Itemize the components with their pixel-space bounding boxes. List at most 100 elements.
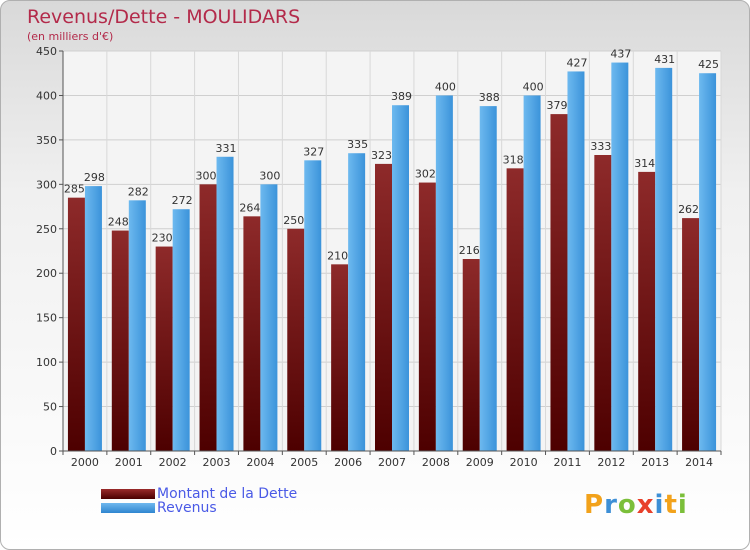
bar-debt — [155, 246, 173, 451]
bar-debt — [594, 155, 612, 451]
bar-debt — [506, 168, 524, 452]
x-tick-label: 2009 — [466, 456, 494, 469]
axis-layer: 0 50 100 150 200 250 300 350 400 450 2000 2001 2002 2… — [36, 45, 722, 469]
bar-revenue — [523, 95, 541, 451]
data-label-debt: 248 — [108, 216, 129, 229]
y-tick-label: 300 — [36, 178, 57, 191]
data-label-debt: 314 — [634, 157, 655, 170]
x-tick-label: 2012 — [597, 456, 625, 469]
data-label-revenue: 282 — [128, 185, 149, 198]
logo-letter: x — [636, 490, 655, 520]
data-label-revenue: 400 — [523, 80, 544, 93]
x-tick-label: 2013 — [641, 456, 669, 469]
bar-revenue — [611, 62, 629, 452]
data-label-debt: 333 — [590, 140, 611, 153]
data-label-debt: 264 — [239, 201, 260, 214]
bar-debt — [462, 259, 480, 451]
x-tick-label: 2005 — [290, 456, 318, 469]
data-label-debt: 379 — [546, 99, 567, 112]
logo-letter: P — [584, 490, 605, 520]
y-tick-label: 0 — [50, 445, 57, 458]
bar-revenue — [348, 153, 366, 451]
bar-revenue — [304, 160, 322, 452]
data-label-revenue: 400 — [435, 80, 456, 93]
data-label-revenue: 431 — [654, 53, 675, 66]
logo-letter: t — [664, 490, 678, 520]
bar-debt — [111, 230, 129, 451]
x-tick-label: 2008 — [422, 456, 450, 469]
data-label-revenue: 389 — [391, 90, 412, 103]
data-label-debt: 285 — [64, 183, 85, 196]
bar-debt — [331, 264, 349, 451]
x-tick-label: 2010 — [510, 456, 538, 469]
bar-debt — [287, 228, 305, 451]
data-label-debt: 216 — [459, 244, 480, 257]
y-tick-label: 400 — [36, 89, 57, 102]
logo-letter: i — [654, 490, 665, 520]
bar-debt — [243, 216, 261, 451]
bar-revenue — [392, 105, 409, 451]
bar-revenue — [216, 156, 234, 451]
bar-revenue — [128, 200, 146, 451]
y-tick-label: 150 — [36, 312, 57, 325]
data-label-revenue: 388 — [479, 91, 500, 104]
x-tick-label: 2014 — [685, 456, 713, 469]
logo-letter: i — [677, 490, 688, 520]
data-label-revenue: 427 — [566, 56, 587, 69]
bar-revenue — [655, 67, 673, 451]
data-label-debt: 230 — [152, 232, 173, 245]
chart-title: Revenus/Dette - MOULIDARS — [27, 6, 301, 28]
bar-debt — [550, 114, 568, 451]
bars-layer: 2852982482822302723003312643002503272103… — [64, 48, 719, 452]
bar-debt — [418, 182, 436, 452]
bar-revenue — [172, 209, 190, 451]
y-tick-label: 100 — [36, 356, 57, 369]
bar-revenue — [699, 73, 717, 451]
data-label-revenue: 437 — [610, 48, 631, 61]
bar-debt — [67, 197, 85, 451]
data-label-debt: 300 — [196, 169, 217, 182]
y-tick-label: 200 — [36, 267, 57, 280]
data-label-debt: 262 — [678, 203, 699, 216]
legend-label-revenue: Revenus — [157, 500, 217, 516]
bar-debt — [682, 218, 700, 451]
x-tick-label: 2004 — [246, 456, 274, 469]
legend-label-debt: Montant de la Dette — [157, 486, 298, 502]
data-label-revenue: 298 — [84, 171, 105, 184]
data-label-revenue: 327 — [303, 145, 324, 158]
x-tick-label: 2001 — [115, 456, 143, 469]
x-tick-label: 2011 — [553, 456, 581, 469]
bar-revenue — [84, 186, 102, 451]
data-label-revenue: 425 — [698, 58, 719, 71]
legend-swatch-debt — [101, 489, 155, 499]
data-label-revenue: 272 — [172, 194, 193, 207]
data-label-debt: 302 — [415, 168, 436, 181]
data-label-revenue: 335 — [347, 138, 368, 151]
y-tick-label: 50 — [43, 401, 57, 414]
x-tick-label: 2006 — [334, 456, 362, 469]
chart-subtitle: (en milliers d'€) — [27, 30, 114, 43]
bar-debt — [375, 163, 392, 451]
y-tick-label: 450 — [36, 45, 57, 58]
data-label-debt: 318 — [503, 153, 524, 166]
bar-revenue — [479, 106, 497, 451]
bar-revenue — [435, 95, 453, 451]
x-tick-label: 2000 — [71, 456, 99, 469]
x-tick-label: 2003 — [203, 456, 231, 469]
y-tick-label: 350 — [36, 134, 57, 147]
data-label-revenue: 300 — [259, 169, 280, 182]
bar-revenue — [260, 184, 278, 452]
logo-letter: r — [604, 490, 618, 520]
bar-revenue — [567, 71, 585, 451]
data-label-debt: 250 — [283, 214, 304, 227]
legend-swatch-revenue — [101, 503, 155, 513]
bar-debt — [199, 184, 217, 452]
x-tick-label: 2002 — [159, 456, 187, 469]
y-tick-label: 250 — [36, 223, 57, 236]
proxiti-logo: Proxiti — [584, 490, 688, 520]
logo-letter: o — [617, 490, 637, 520]
data-label-revenue: 331 — [216, 142, 237, 155]
data-label-debt: 323 — [371, 149, 392, 162]
